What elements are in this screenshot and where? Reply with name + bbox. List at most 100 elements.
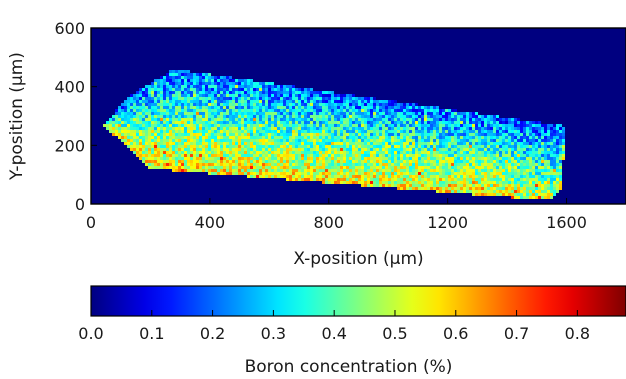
colorbar-ticks: 0.0 0.1 0.2 0.3 0.4 0.5 0.6 0.7 0.8: [78, 310, 590, 343]
heatmap-cell: [187, 100, 190, 103]
heatmap-cell: [442, 124, 445, 127]
heatmap-cell: [460, 118, 463, 121]
heatmap-cell: [445, 187, 448, 190]
heatmap-cell: [181, 97, 184, 100]
heatmap-cell: [361, 100, 364, 103]
heatmap-cell: [166, 103, 169, 106]
heatmap-cell: [484, 124, 487, 127]
heatmap-cell: [541, 172, 544, 175]
heatmap-cell: [307, 136, 310, 139]
heatmap-cell: [283, 142, 286, 145]
heatmap-cell: [292, 118, 295, 121]
heatmap-cell: [352, 142, 355, 145]
heatmap-cell: [253, 109, 256, 112]
heatmap-cell: [157, 97, 160, 100]
heatmap-cell: [331, 109, 334, 112]
heatmap-cell: [517, 148, 520, 151]
heatmap-cell: [535, 184, 538, 187]
heatmap-cell: [418, 112, 421, 115]
heatmap-cell: [460, 166, 463, 169]
heatmap-cell: [397, 121, 400, 124]
heatmap-cell: [232, 94, 235, 97]
heatmap-cell: [430, 106, 433, 109]
heatmap-cell: [430, 142, 433, 145]
heatmap-cell: [442, 145, 445, 148]
heatmap-cell: [175, 106, 178, 109]
heatmap-cell: [205, 166, 208, 169]
heatmap-cell: [184, 151, 187, 154]
heatmap-cell: [553, 193, 556, 196]
heatmap-cell: [460, 151, 463, 154]
heatmap-cell: [385, 178, 388, 181]
heatmap-cell: [274, 172, 277, 175]
heatmap-cell: [172, 130, 175, 133]
heatmap-cell: [415, 169, 418, 172]
heatmap-cell: [385, 142, 388, 145]
heatmap-cell: [379, 115, 382, 118]
heatmap-cell: [268, 109, 271, 112]
heatmap-cell: [403, 136, 406, 139]
heatmap-cell: [430, 112, 433, 115]
heatmap-cell: [544, 169, 547, 172]
heatmap-cell: [232, 79, 235, 82]
heatmap-cell: [199, 145, 202, 148]
heatmap-cell: [238, 160, 241, 163]
heatmap-cell: [373, 100, 376, 103]
heatmap-cell: [433, 178, 436, 181]
heatmap-cell: [445, 148, 448, 151]
heatmap-cell: [184, 70, 187, 73]
heatmap-cell: [343, 151, 346, 154]
heatmap-cell: [175, 94, 178, 97]
heatmap-cell: [424, 124, 427, 127]
heatmap-cell: [478, 163, 481, 166]
heatmap-cell: [394, 136, 397, 139]
heatmap-cell: [517, 166, 520, 169]
heatmap-cell: [364, 181, 367, 184]
heatmap-cell: [535, 151, 538, 154]
heatmap-cell: [442, 121, 445, 124]
heatmap-cell: [166, 82, 169, 85]
heatmap-cell: [319, 100, 322, 103]
heatmap-cell: [298, 106, 301, 109]
heatmap-cell: [454, 178, 457, 181]
colorbar-tick-label: 0.3: [261, 324, 286, 343]
heatmap-cell: [499, 172, 502, 175]
heatmap-cell: [358, 106, 361, 109]
heatmap-cell: [532, 163, 535, 166]
heatmap-cell: [235, 127, 238, 130]
heatmap-cell: [409, 103, 412, 106]
heatmap-cell: [475, 118, 478, 121]
heatmap-cell: [190, 157, 193, 160]
heatmap-cell: [394, 124, 397, 127]
heatmap-cell: [265, 91, 268, 94]
heatmap-cell: [493, 145, 496, 148]
heatmap-cell: [529, 196, 532, 199]
heatmap-cell: [358, 127, 361, 130]
heatmap-cell: [280, 151, 283, 154]
heatmap-cell: [289, 139, 292, 142]
heatmap-cell: [157, 151, 160, 154]
heatmap-cell: [520, 127, 523, 130]
heatmap-cell: [538, 187, 541, 190]
heatmap-cell: [553, 127, 556, 130]
heatmap-cell: [316, 160, 319, 163]
heatmap-cell: [556, 124, 559, 127]
heatmap-cell: [469, 133, 472, 136]
heatmap-cell: [157, 94, 160, 97]
heatmap-cell: [253, 151, 256, 154]
heatmap-cell: [517, 118, 520, 121]
heatmap-cell: [421, 139, 424, 142]
heatmap-cell: [130, 97, 133, 100]
heatmap-cell: [130, 106, 133, 109]
heatmap-cell: [265, 94, 268, 97]
heatmap-cell: [319, 109, 322, 112]
heatmap-cell: [136, 118, 139, 121]
heatmap-cell: [373, 151, 376, 154]
heatmap-cell: [310, 178, 313, 181]
heatmap-cell: [214, 166, 217, 169]
heatmap-cell: [364, 148, 367, 151]
heatmap-cell: [499, 190, 502, 193]
heatmap-cell: [142, 103, 145, 106]
heatmap-cell: [271, 97, 274, 100]
heatmap-cell: [178, 94, 181, 97]
